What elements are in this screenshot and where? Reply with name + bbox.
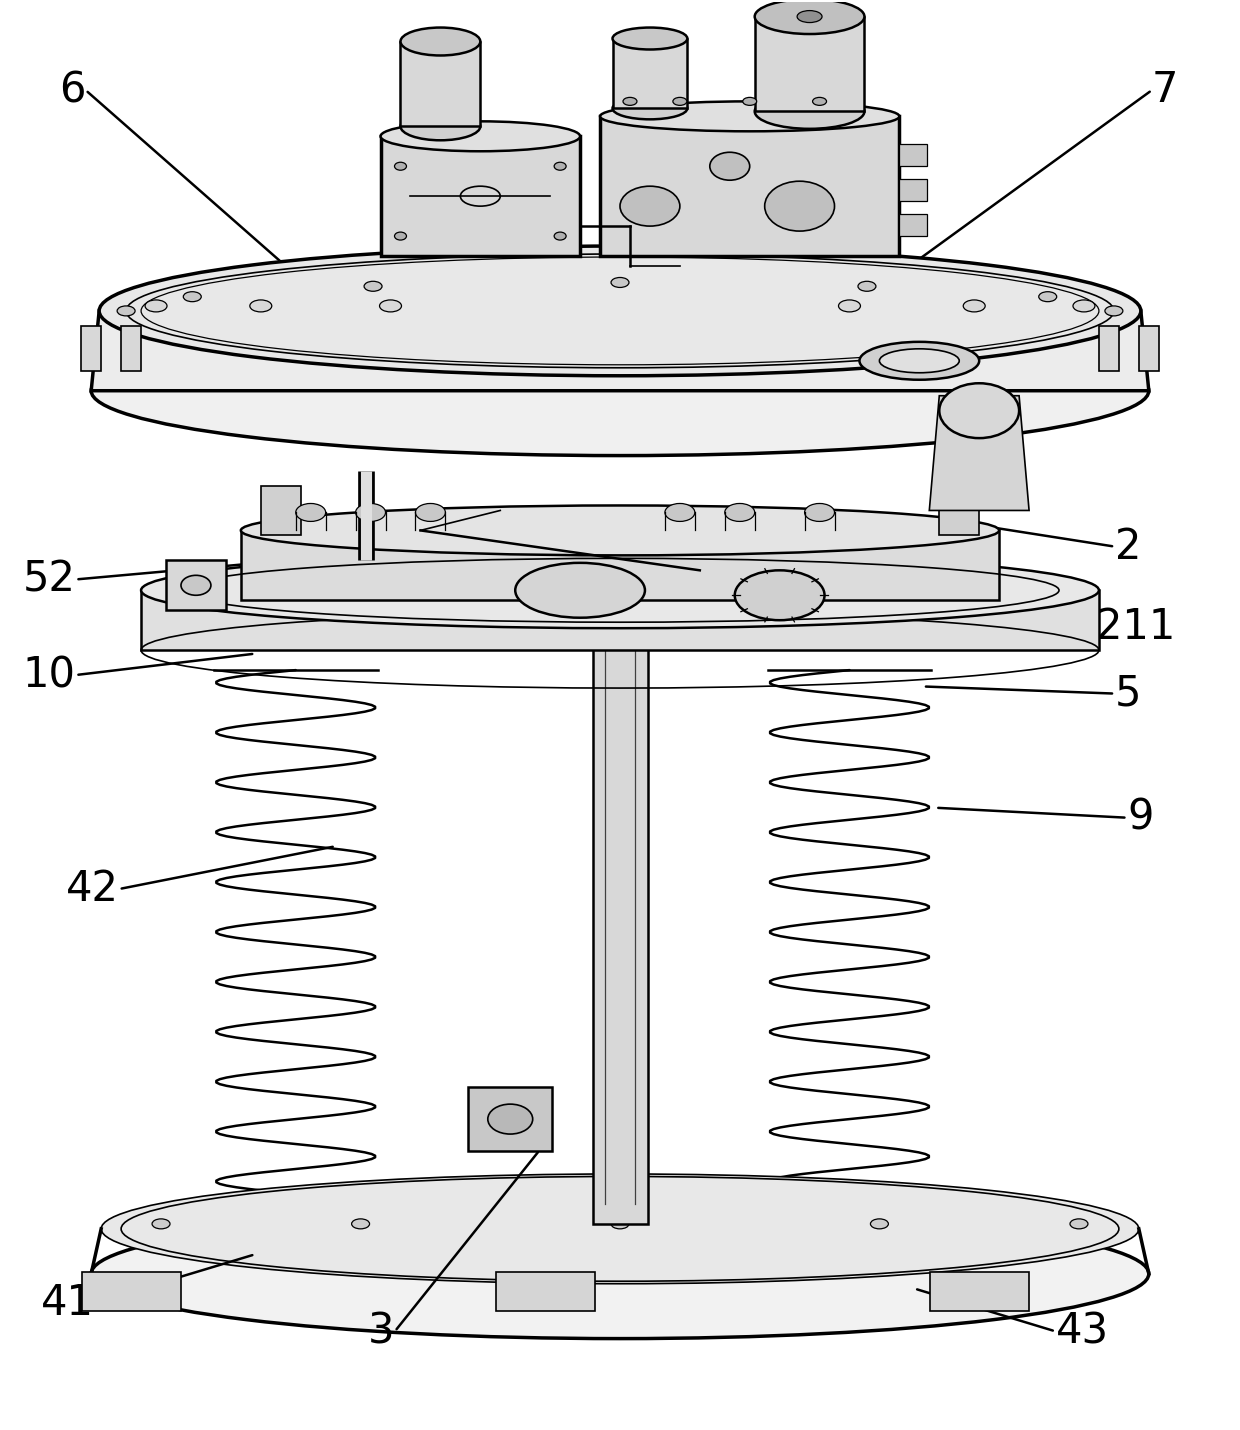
Ellipse shape xyxy=(963,300,986,312)
FancyBboxPatch shape xyxy=(166,561,226,611)
Ellipse shape xyxy=(117,306,135,316)
Ellipse shape xyxy=(102,1174,1138,1284)
Polygon shape xyxy=(613,39,687,109)
Ellipse shape xyxy=(554,232,567,240)
Ellipse shape xyxy=(709,152,750,180)
Ellipse shape xyxy=(755,94,864,129)
Ellipse shape xyxy=(394,232,407,240)
Ellipse shape xyxy=(356,503,386,522)
FancyBboxPatch shape xyxy=(1099,326,1118,370)
FancyBboxPatch shape xyxy=(899,144,928,166)
Ellipse shape xyxy=(381,122,580,152)
Ellipse shape xyxy=(92,326,1148,456)
Ellipse shape xyxy=(394,162,407,170)
Polygon shape xyxy=(401,41,480,126)
Ellipse shape xyxy=(743,97,756,106)
FancyBboxPatch shape xyxy=(260,486,301,535)
Ellipse shape xyxy=(1070,1218,1087,1228)
Ellipse shape xyxy=(184,292,201,302)
FancyBboxPatch shape xyxy=(496,1271,595,1311)
Text: 2: 2 xyxy=(1115,526,1141,568)
Ellipse shape xyxy=(554,162,567,170)
Ellipse shape xyxy=(735,571,825,621)
Ellipse shape xyxy=(870,1218,888,1228)
Ellipse shape xyxy=(241,505,999,555)
Ellipse shape xyxy=(838,300,861,312)
Ellipse shape xyxy=(665,503,694,522)
Ellipse shape xyxy=(620,186,680,226)
Ellipse shape xyxy=(401,113,480,140)
Ellipse shape xyxy=(99,246,1141,376)
FancyBboxPatch shape xyxy=(930,1271,1029,1311)
Ellipse shape xyxy=(181,575,211,595)
Ellipse shape xyxy=(487,1104,533,1134)
Text: 52: 52 xyxy=(22,559,76,601)
Ellipse shape xyxy=(765,182,835,232)
Ellipse shape xyxy=(613,27,687,50)
Ellipse shape xyxy=(92,1208,1148,1338)
Ellipse shape xyxy=(145,300,167,312)
Ellipse shape xyxy=(858,282,875,292)
FancyBboxPatch shape xyxy=(899,214,928,236)
FancyBboxPatch shape xyxy=(82,1271,181,1311)
Text: 43: 43 xyxy=(1055,1310,1109,1353)
FancyBboxPatch shape xyxy=(593,611,649,1224)
Text: 6: 6 xyxy=(60,69,86,112)
FancyBboxPatch shape xyxy=(469,1087,552,1151)
Polygon shape xyxy=(241,531,999,601)
Ellipse shape xyxy=(1105,306,1123,316)
Text: 211: 211 xyxy=(1096,605,1176,648)
Ellipse shape xyxy=(797,10,822,23)
Ellipse shape xyxy=(365,282,382,292)
FancyBboxPatch shape xyxy=(939,486,980,535)
Ellipse shape xyxy=(724,503,755,522)
Ellipse shape xyxy=(600,102,899,132)
Ellipse shape xyxy=(153,1218,170,1228)
Ellipse shape xyxy=(352,1218,370,1228)
Ellipse shape xyxy=(879,349,960,373)
FancyBboxPatch shape xyxy=(81,326,102,370)
Ellipse shape xyxy=(295,503,326,522)
Ellipse shape xyxy=(755,0,864,34)
Text: 41: 41 xyxy=(41,1281,94,1324)
Ellipse shape xyxy=(401,27,480,56)
Ellipse shape xyxy=(812,97,827,106)
FancyBboxPatch shape xyxy=(899,179,928,202)
Ellipse shape xyxy=(611,1218,629,1228)
FancyBboxPatch shape xyxy=(381,136,580,256)
Ellipse shape xyxy=(859,342,980,380)
Ellipse shape xyxy=(141,552,1099,628)
Ellipse shape xyxy=(379,300,402,312)
Text: 3: 3 xyxy=(368,1310,394,1353)
Ellipse shape xyxy=(805,503,835,522)
Polygon shape xyxy=(141,591,1099,651)
Ellipse shape xyxy=(415,503,445,522)
Ellipse shape xyxy=(613,97,687,119)
Ellipse shape xyxy=(516,563,645,618)
Ellipse shape xyxy=(1073,300,1095,312)
FancyBboxPatch shape xyxy=(122,326,141,370)
Ellipse shape xyxy=(611,277,629,287)
Text: 7: 7 xyxy=(1152,69,1178,112)
Ellipse shape xyxy=(939,383,1019,438)
Polygon shape xyxy=(929,396,1029,511)
Text: 42: 42 xyxy=(66,868,119,909)
Ellipse shape xyxy=(622,97,637,106)
Polygon shape xyxy=(755,17,864,112)
Ellipse shape xyxy=(1039,292,1056,302)
Text: 5: 5 xyxy=(1115,672,1141,715)
Text: 9: 9 xyxy=(1127,797,1153,839)
FancyBboxPatch shape xyxy=(600,116,899,256)
FancyBboxPatch shape xyxy=(1138,326,1159,370)
Text: 10: 10 xyxy=(22,654,76,696)
Ellipse shape xyxy=(673,97,687,106)
Ellipse shape xyxy=(249,300,272,312)
Polygon shape xyxy=(92,310,1148,390)
